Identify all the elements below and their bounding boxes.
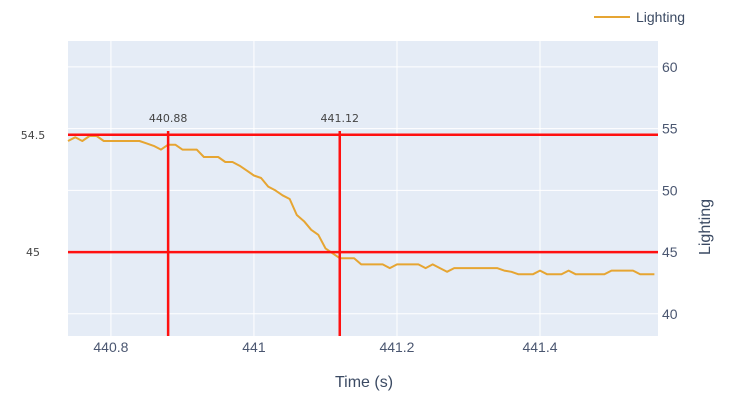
legend-label-lighting: Lighting bbox=[636, 9, 685, 25]
plot-background bbox=[68, 41, 658, 336]
x-tick-label: 441.2 bbox=[379, 339, 414, 355]
x-axis-title: Time (s) bbox=[335, 374, 393, 391]
x-tick-label: 440.8 bbox=[93, 339, 128, 355]
x-tick-label: 441.4 bbox=[522, 339, 557, 355]
legend[interactable]: Lighting bbox=[594, 9, 685, 25]
y-tick-labels: 40 45 50 55 60 bbox=[662, 59, 678, 322]
series-line-lighting bbox=[67, 135, 655, 276]
x-tick-label: 441 bbox=[242, 339, 266, 355]
y-tick-label: 55 bbox=[662, 121, 678, 137]
y-axis-title: Lighting bbox=[697, 199, 714, 255]
x-tick-labels: 440.8 441 441.2 441.4 bbox=[93, 339, 557, 355]
reference-vline-label: 440.88 bbox=[149, 112, 188, 125]
y-tick-label: 60 bbox=[662, 59, 678, 75]
reference-lines: 54.5 45 440.88 441.12 bbox=[21, 112, 658, 336]
reference-hline-label: 45 bbox=[26, 246, 40, 259]
y-tick-label: 45 bbox=[662, 244, 678, 260]
y-tick-label: 50 bbox=[662, 182, 678, 198]
reference-vline-label: 441.12 bbox=[321, 112, 360, 125]
y-tick-label: 40 bbox=[662, 306, 678, 322]
reference-hline-label: 54.5 bbox=[21, 129, 46, 142]
